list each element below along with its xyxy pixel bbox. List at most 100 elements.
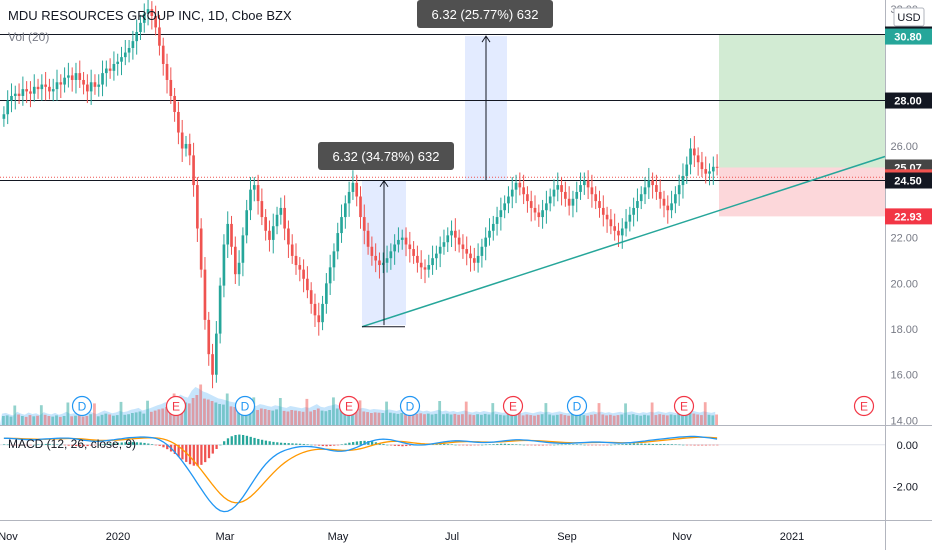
volume-bar [210, 401, 214, 425]
candle [97, 74, 101, 97]
volume-bar [616, 415, 620, 425]
candle-body [294, 255, 298, 266]
macd-histogram-bar [310, 444, 313, 446]
volume-bar [313, 410, 316, 425]
currency-badge [893, 7, 925, 27]
candle-body [252, 185, 256, 190]
candle-body [321, 303, 324, 323]
volume-bar [187, 403, 191, 425]
candle-body [55, 82, 59, 90]
macd-histogram-bar [462, 444, 465, 446]
macd-histogram-bar [226, 438, 230, 445]
macd-histogram-bar [374, 442, 378, 445]
time-tick-label: Jul [445, 531, 459, 543]
candle [36, 78, 40, 99]
macd-histogram-bar [469, 444, 472, 446]
candle [457, 229, 461, 253]
macd-legend: MACD (12, 26, close, 9) [8, 437, 137, 451]
volume-bar [77, 415, 81, 425]
volume-bar [442, 414, 445, 425]
candle [693, 135, 696, 168]
candle-body [598, 201, 601, 208]
candle [613, 213, 617, 241]
macd-histogram-bar [154, 444, 158, 446]
macd-histogram-bar [716, 444, 719, 446]
macd-histogram-bar [333, 444, 336, 446]
macd-histogram-bar [207, 444, 211, 459]
candle-body [469, 253, 472, 259]
volume-bar [146, 400, 149, 425]
volume-bar [195, 395, 199, 425]
candle-body [188, 143, 192, 156]
macd-histogram-bar [465, 444, 469, 446]
candle-body [427, 265, 431, 270]
macd-histogram-bar [541, 444, 544, 446]
candle [93, 74, 97, 95]
candle [355, 174, 359, 207]
candle-body [533, 207, 537, 213]
candle [465, 236, 469, 266]
dividend-event-marker [71, 395, 93, 417]
volume-bar [184, 402, 187, 425]
candle [237, 250, 241, 286]
macd-histogram-bar [211, 444, 214, 454]
macd-histogram-bar [306, 444, 309, 445]
event-marker-label: E [680, 400, 688, 414]
candle [25, 81, 28, 104]
candle [290, 234, 294, 264]
volume-bar [388, 412, 392, 425]
candle-body [658, 191, 662, 199]
macd-histogram-bar [52, 444, 55, 445]
candle-body [472, 258, 476, 263]
candle-body [639, 194, 643, 202]
volume-bar [510, 415, 514, 425]
macd-histogram-bar [473, 444, 476, 446]
event-marker-label: D [78, 400, 87, 414]
price-label-box [885, 92, 932, 109]
candle-body [203, 269, 207, 320]
candle-body [397, 239, 400, 245]
earnings-event-marker [502, 395, 524, 417]
candle-body [59, 82, 63, 85]
candle-body [260, 201, 264, 218]
macd-histogram-bar [647, 443, 651, 445]
macd-histogram-bar [560, 444, 563, 446]
candle-body [86, 84, 89, 92]
time-tick-label: 2020 [106, 531, 130, 543]
candle [651, 172, 654, 199]
candle-body [488, 230, 491, 238]
volume-bar [108, 414, 112, 425]
candle [393, 234, 396, 265]
volume-bar [601, 414, 605, 425]
volume-bar [495, 414, 498, 425]
macd-histogram-bar [496, 443, 499, 445]
volume-bar [498, 414, 502, 425]
candle-body [510, 189, 514, 197]
candle [298, 257, 302, 282]
volume-bar [624, 403, 627, 425]
volume-bar [483, 413, 487, 425]
candle [545, 190, 548, 224]
candle [647, 167, 651, 200]
candle-body [233, 246, 237, 275]
candle-body [313, 303, 317, 316]
volume-bar [309, 411, 313, 425]
candle [264, 209, 267, 241]
volume-bar [590, 414, 593, 425]
candle [146, 0, 150, 26]
candle [249, 177, 252, 221]
candle-body [571, 198, 575, 206]
volume-bar [229, 406, 233, 425]
macd-histogram-bar [63, 444, 66, 446]
price-tick-label: 14.00 [890, 415, 918, 427]
candle-body [655, 185, 658, 192]
candle-body [10, 95, 13, 101]
candle [59, 74, 63, 99]
macd-histogram-bar [655, 443, 658, 445]
macd-histogram-bar [678, 444, 681, 446]
candle [188, 133, 192, 166]
volume-bar [567, 415, 571, 425]
candle [78, 60, 82, 88]
